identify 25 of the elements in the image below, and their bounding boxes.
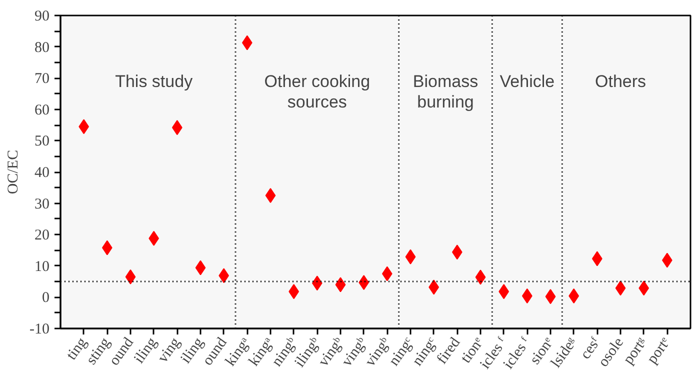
- y-tick-label: 60: [34, 102, 50, 118]
- y-tick-label: 20: [34, 228, 50, 244]
- y-tick-label: 40: [34, 165, 50, 181]
- point: [265, 188, 276, 203]
- y-tick-label: 90: [34, 8, 50, 24]
- point: [195, 260, 206, 276]
- point: [615, 280, 626, 296]
- y-tick-label: 50: [34, 134, 50, 150]
- annotation: Biomass burning: [412, 72, 478, 112]
- annotation: This study: [115, 72, 194, 91]
- y-tick-label: -10: [30, 322, 50, 338]
- y-axis-title: OC/EC: [6, 150, 22, 194]
- y-tick-label: 70: [34, 71, 50, 88]
- y-tick-label: 0: [42, 290, 50, 306]
- annotation: Other cooking sources: [264, 72, 370, 112]
- y-tick-label: 30: [34, 196, 50, 212]
- y-tick-label: 10: [34, 258, 50, 275]
- point: [545, 289, 556, 304]
- point: [475, 270, 486, 285]
- annotation: Others: [594, 72, 646, 91]
- y-tick-label: 80: [34, 40, 50, 56]
- point: [405, 249, 416, 264]
- point: [335, 277, 346, 292]
- annotation: Vehicle: [500, 72, 555, 91]
- point: [125, 269, 136, 284]
